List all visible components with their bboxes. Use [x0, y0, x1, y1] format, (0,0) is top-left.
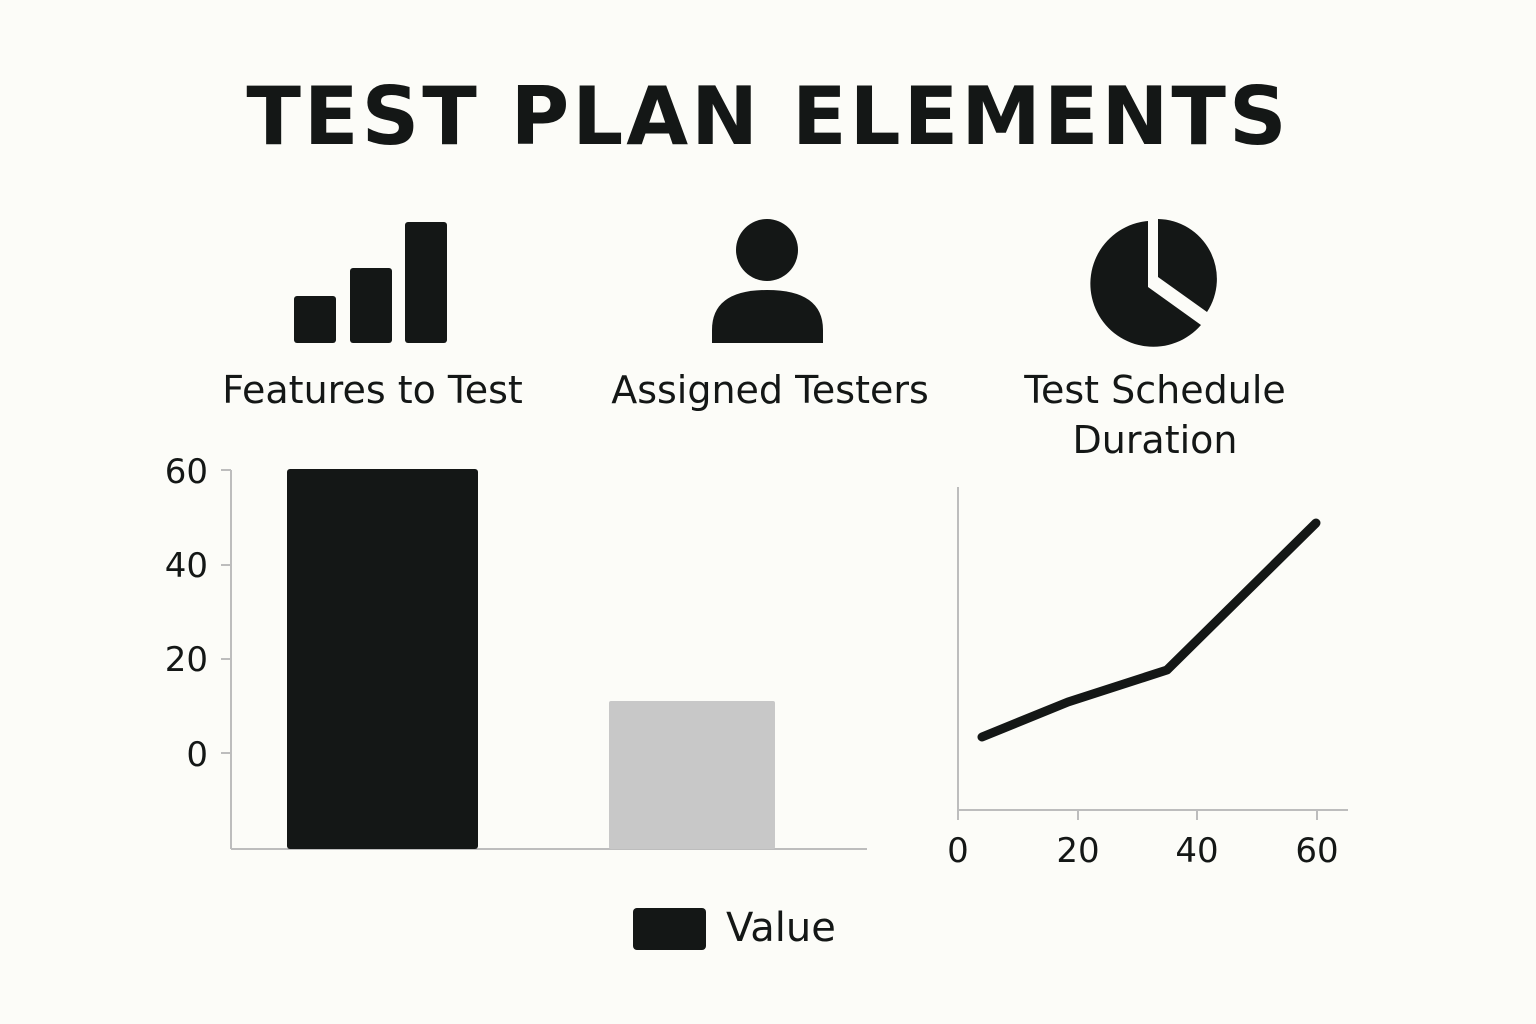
bar-chart-icon — [294, 222, 447, 343]
y-tick-60: 60 — [165, 452, 208, 492]
page-title: TEST PLAN ELEMENTS — [246, 70, 1290, 163]
legend-swatch — [633, 908, 706, 950]
duration-line — [977, 518, 1321, 742]
x-tick-0: 0 — [947, 831, 969, 871]
x-tick-60: 60 — [1295, 831, 1338, 871]
label-assigned-testers: Assigned Testers — [611, 368, 929, 412]
y-tick-0: 0 — [186, 735, 208, 775]
line-chart: 0 20 40 60 — [947, 487, 1348, 871]
bar-chart: 60 40 20 0 — [165, 452, 867, 850]
x-tick-20: 20 — [1056, 831, 1099, 871]
y-tick-40: 40 — [165, 546, 208, 586]
label-test-schedule-duration: Test Schedule Duration — [1024, 368, 1286, 462]
x-tick-40: 40 — [1175, 831, 1218, 871]
label-features-to-test: Features to Test — [222, 368, 523, 412]
legend-label: Value — [726, 905, 836, 951]
pie-chart-icon — [1090, 219, 1217, 347]
bar-assigned-testers — [609, 701, 775, 849]
y-tick-20: 20 — [165, 640, 208, 680]
bar-features-to-test — [287, 469, 478, 849]
person-icon — [712, 219, 823, 343]
